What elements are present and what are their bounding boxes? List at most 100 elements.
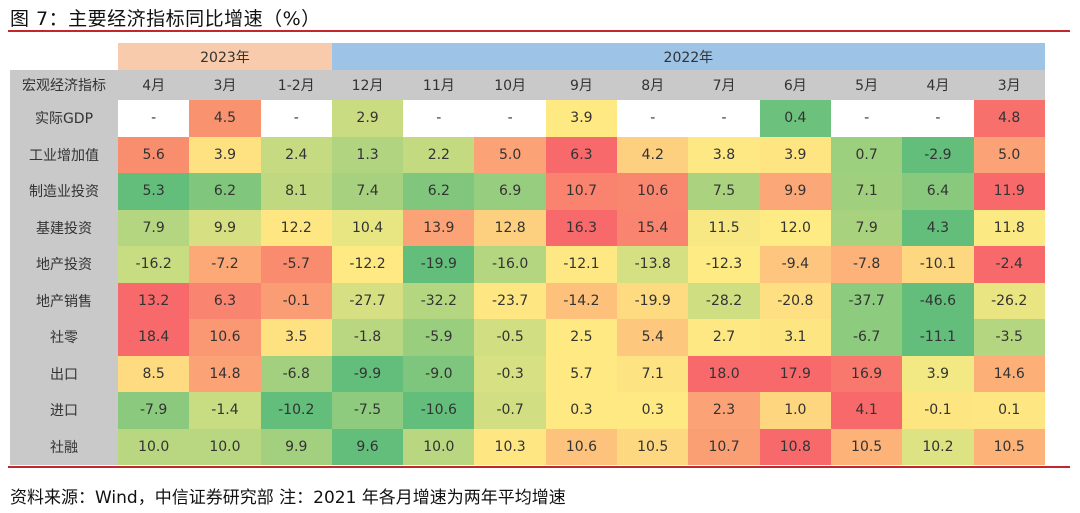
heatmap-cell: 9.9 [260,428,332,465]
heatmap-cell: 14.6 [973,355,1045,392]
heatmap-cell: -10.1 [902,246,974,283]
heatmap-cell: - [688,100,760,137]
heatmap-cell: 3.9 [545,100,618,137]
column-header: 4月 [118,70,190,100]
heatmap-cell: 12.8 [474,209,546,246]
heatmap-cell: 5.4 [617,319,689,356]
table-row: 社融 10.0 10.0 9.9 9.6 10.0 10.3 10.6 10.5 10.7 10.8… [10,428,1045,465]
heatmap-cell: 0.4 [759,100,831,137]
heatmap-cell: 10.6 [189,319,261,356]
heatmap-cell: 18.0 [688,355,760,392]
heatmap-cell: 14.8 [189,355,261,392]
table-row: 进口 -7.9 -1.4 -10.2 -7.5 -10.6 -0.7 0.3 0.3 2.3 1.0… [10,392,1045,429]
heatmap-cell: -28.2 [688,282,760,319]
heatmap-cell: 5.0 [973,136,1045,173]
year-header: 2023年 [118,43,332,70]
heatmap-cell: -27.7 [331,282,404,319]
footer-divider [8,466,1070,468]
heatmap-cell: -14.2 [545,282,618,319]
heatmap-cell: 2.9 [331,100,404,137]
row-label: 基建投资 [10,209,118,246]
heatmap-cell: 7.1 [617,355,689,392]
heatmap-cell: 16.9 [830,355,903,392]
heatmap-cell: 9.6 [331,428,404,465]
heatmap-cell: 10.4 [331,209,404,246]
heatmap-cell: -7.8 [830,246,903,283]
heatmap-cell: 10.3 [474,428,546,465]
column-header: 3月 [973,70,1045,100]
row-label: 地产投资 [10,246,118,283]
heatmap-cell: -19.9 [617,282,689,319]
heatmap-cell: -10.6 [403,392,475,429]
heatmap-cell: 11.5 [688,209,760,246]
heatmap-cell: 2.2 [403,136,475,173]
heatmap-cell: 10.7 [688,428,760,465]
heatmap-cell: -12.2 [331,246,404,283]
heatmap-cell: 10.0 [118,428,190,465]
heatmap-cell: 7.4 [331,173,404,210]
heatmap-cell: 11.9 [973,173,1045,210]
heatmap-cell: 8.5 [118,355,190,392]
heatmap-cell: 5.3 [118,173,190,210]
heatmap-cell: -13.8 [617,246,689,283]
heatmap-cell: -16.0 [474,246,546,283]
column-header: 8月 [617,70,689,100]
heatmap-cell: 3.8 [688,136,760,173]
heatmap-cell: -10.2 [260,392,332,429]
heatmap-cell: -12.3 [688,246,760,283]
table-row: 基建投资 7.9 9.9 12.2 10.4 13.9 12.8 16.3 15.4 11.5 12… [10,209,1045,246]
heatmap-cell: 3.9 [759,136,831,173]
heatmap-cell: 5.6 [118,136,190,173]
heatmap-cell: - [260,100,332,137]
heatmap-cell: -11.1 [902,319,974,356]
heatmap-cell: 10.6 [545,428,618,465]
heatmap-table: 2023年 2022年 宏观经济指标 4月 3月 1-2月 12月 11月 10月 9月 8月 7月 6… [10,43,1045,465]
heatmap-cell: 6.2 [403,173,475,210]
heatmap-cell: 12.0 [759,209,831,246]
heatmap-cell: 10.6 [617,173,689,210]
heatmap-cell: -2.9 [902,136,974,173]
heatmap-cell: 4.8 [973,100,1045,137]
corner-blank [10,43,118,70]
corner-label: 宏观经济指标 [10,70,118,100]
heatmap-cell: -0.1 [260,282,332,319]
heatmap-cell: -7.9 [118,392,190,429]
heatmap-cell: -0.1 [902,392,974,429]
heatmap-cell: -7.5 [331,392,404,429]
heatmap-cell: -7.2 [189,246,261,283]
heatmap-cell: 10.0 [403,428,475,465]
heatmap-cell: 4.1 [830,392,903,429]
column-header: 1-2月 [260,70,332,100]
heatmap-cell: 10.5 [617,428,689,465]
heatmap-cell: 9.9 [759,173,831,210]
heatmap-cell: 0.3 [545,392,618,429]
heatmap-cell: 4.3 [902,209,974,246]
column-header: 6月 [759,70,831,100]
heatmap-cell: 10.5 [973,428,1045,465]
heatmap-cell: 6.2 [189,173,261,210]
heatmap-cell: 10.7 [545,173,618,210]
column-header: 4月 [902,70,974,100]
heatmap-cell: - [617,100,689,137]
heatmap-cell: -46.6 [902,282,974,319]
heatmap-cell: 12.2 [260,209,332,246]
heatmap-cell: 6.3 [545,136,618,173]
heatmap-cell: -1.8 [331,319,404,356]
heatmap-cell: 6.4 [902,173,974,210]
heatmap-cell: -2.4 [973,246,1045,283]
row-label: 工业增加值 [10,136,118,173]
heatmap-cell: 8.1 [260,173,332,210]
heatmap-cell: 2.7 [688,319,760,356]
heatmap-cell: 7.9 [118,209,190,246]
heatmap-cell: -23.7 [474,282,546,319]
heatmap-cell: -37.7 [830,282,903,319]
title-divider [8,30,1070,32]
heatmap-cell: -16.2 [118,246,190,283]
heatmap-cell: -0.5 [474,319,546,356]
year-header-row: 2023年 2022年 [10,43,1045,70]
heatmap-cell: -3.5 [973,319,1045,356]
heatmap-cell: 18.4 [118,319,190,356]
table-row: 地产投资 -16.2 -7.2 -5.7 -12.2 -19.9 -16.0 -12.1 -13… [10,246,1045,283]
heatmap-cell: 7.5 [688,173,760,210]
heatmap-cell: - [830,100,903,137]
